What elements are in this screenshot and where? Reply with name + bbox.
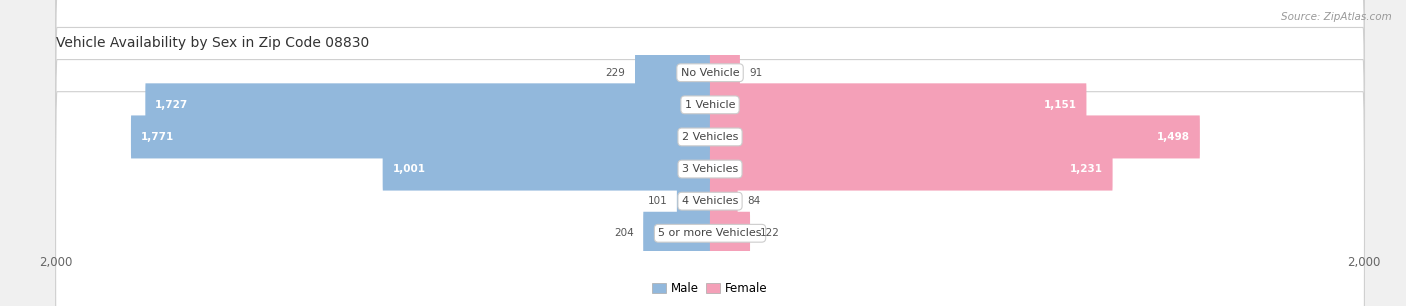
Text: Vehicle Availability by Sex in Zip Code 08830: Vehicle Availability by Sex in Zip Code … (56, 35, 370, 50)
Text: 1,151: 1,151 (1043, 100, 1077, 110)
FancyBboxPatch shape (56, 28, 1364, 306)
Text: 91: 91 (749, 68, 763, 78)
Text: 1,727: 1,727 (155, 100, 188, 110)
Text: 229: 229 (606, 68, 626, 78)
FancyBboxPatch shape (56, 92, 1364, 306)
FancyBboxPatch shape (710, 212, 749, 255)
FancyBboxPatch shape (145, 83, 710, 126)
Text: 84: 84 (748, 196, 761, 206)
Text: 1 Vehicle: 1 Vehicle (685, 100, 735, 110)
FancyBboxPatch shape (710, 83, 1087, 126)
Text: 204: 204 (614, 228, 634, 238)
Text: 2 Vehicles: 2 Vehicles (682, 132, 738, 142)
Text: 1,231: 1,231 (1070, 164, 1102, 174)
FancyBboxPatch shape (131, 115, 710, 159)
FancyBboxPatch shape (643, 212, 710, 255)
Text: 4 Vehicles: 4 Vehicles (682, 196, 738, 206)
FancyBboxPatch shape (710, 51, 740, 94)
FancyBboxPatch shape (56, 0, 1364, 214)
FancyBboxPatch shape (382, 147, 710, 191)
Text: 3 Vehicles: 3 Vehicles (682, 164, 738, 174)
Text: 101: 101 (647, 196, 668, 206)
Text: 1,771: 1,771 (141, 132, 174, 142)
FancyBboxPatch shape (56, 0, 1364, 278)
FancyBboxPatch shape (710, 147, 1112, 191)
Text: 1,001: 1,001 (392, 164, 426, 174)
FancyBboxPatch shape (56, 0, 1364, 246)
Text: No Vehicle: No Vehicle (681, 68, 740, 78)
Legend: Male, Female: Male, Female (648, 278, 772, 300)
FancyBboxPatch shape (710, 180, 738, 223)
FancyBboxPatch shape (636, 51, 710, 94)
Text: Source: ZipAtlas.com: Source: ZipAtlas.com (1281, 12, 1392, 22)
Text: 122: 122 (759, 228, 779, 238)
FancyBboxPatch shape (676, 180, 710, 223)
Text: 5 or more Vehicles: 5 or more Vehicles (658, 228, 762, 238)
Text: 1,498: 1,498 (1157, 132, 1189, 142)
FancyBboxPatch shape (710, 115, 1199, 159)
FancyBboxPatch shape (56, 60, 1364, 306)
